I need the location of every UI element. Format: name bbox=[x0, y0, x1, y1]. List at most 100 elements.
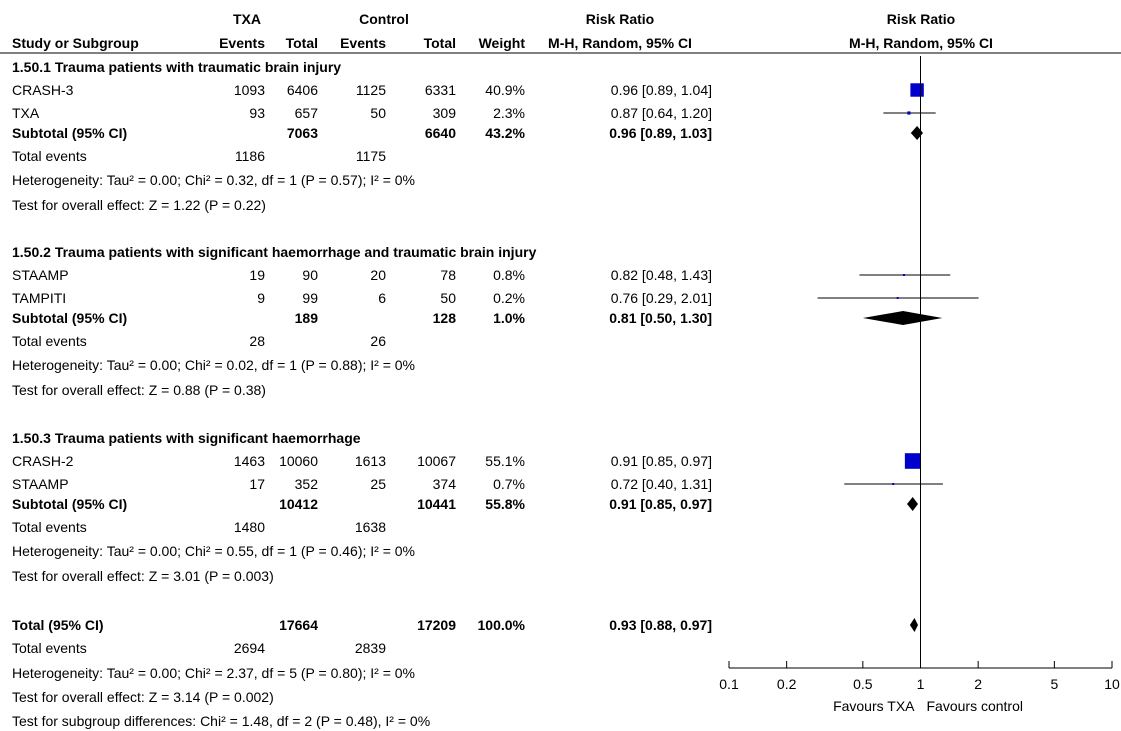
study-weight: 0.7% bbox=[493, 476, 525, 492]
subtotal-txa-total: 189 bbox=[295, 310, 319, 326]
subtotal-diamond bbox=[862, 311, 943, 325]
txa-total: 90 bbox=[302, 267, 318, 283]
overall-heterogeneity: Heterogeneity: Tau² = 0.00; Chi² = 2.37,… bbox=[12, 665, 415, 681]
subtotal-ctrl-total: 10441 bbox=[417, 496, 456, 512]
total-diamond bbox=[909, 618, 918, 632]
x-tick-label: 10 bbox=[1104, 676, 1120, 692]
study-ci: 0.87 [0.64, 1.20] bbox=[611, 105, 712, 121]
ctrl-events: 50 bbox=[370, 105, 386, 121]
ctrl-total: 50 bbox=[440, 290, 456, 306]
study-ci: 0.76 [0.29, 2.01] bbox=[611, 290, 712, 306]
overall-events-txa: 2694 bbox=[234, 640, 265, 656]
x-tick-label: 0.5 bbox=[853, 676, 873, 692]
favours-right-label: Favours control bbox=[927, 698, 1023, 714]
header-txa-events: Events bbox=[219, 35, 265, 51]
overall-effect-text: Test for overall effect: Z = 0.88 (P = 0… bbox=[12, 382, 266, 398]
x-tick-label: 2 bbox=[974, 676, 982, 692]
subtotal-diamond bbox=[910, 126, 923, 140]
txa-events: 9 bbox=[257, 290, 265, 306]
total-events-label: Total events bbox=[12, 333, 87, 349]
study-point bbox=[907, 111, 911, 115]
heterogeneity-text: Heterogeneity: Tau² = 0.00; Chi² = 0.32,… bbox=[12, 172, 415, 188]
table-rows: 1.50.1 Trauma patients with traumatic br… bbox=[12, 59, 712, 729]
study-name: TAMPITI bbox=[12, 290, 66, 306]
overall-effect: Test for overall effect: Z = 3.14 (P = 0… bbox=[12, 689, 274, 705]
subtotal-ci: 0.81 [0.50, 1.30] bbox=[609, 310, 712, 326]
ctrl-events: 20 bbox=[370, 267, 386, 283]
total-events-label: Total events bbox=[12, 519, 87, 535]
subtotal-label: Subtotal (95% CI) bbox=[12, 125, 127, 141]
plot-header-risk-ratio: Risk Ratio bbox=[887, 11, 955, 27]
x-tick-label: 0.2 bbox=[777, 676, 797, 692]
study-name: STAAMP bbox=[12, 267, 69, 283]
subgroup-title: 1.50.3 Trauma patients with significant … bbox=[12, 430, 361, 446]
subtotal-label: Subtotal (95% CI) bbox=[12, 310, 127, 326]
plot-marks: 0.1 0.2 0.5 1 2 5 10 Favours TXA Favours control bbox=[719, 56, 1120, 714]
x-tick-label: 5 bbox=[1050, 676, 1058, 692]
txa-events: 1463 bbox=[234, 453, 265, 469]
ctrl-events: 1613 bbox=[355, 453, 386, 469]
subgroup-title: 1.50.2 Trauma patients with significant … bbox=[12, 244, 537, 260]
txa-total: 657 bbox=[295, 105, 319, 121]
study-point bbox=[896, 297, 899, 299]
header-ctrl-total: Total bbox=[424, 35, 456, 51]
total-ctrl-total: 17209 bbox=[417, 617, 456, 633]
subtotal-txa-total: 7063 bbox=[287, 125, 318, 141]
study-ci: 0.91 [0.85, 0.97] bbox=[611, 453, 712, 469]
total-events-ctrl: 1175 bbox=[356, 148, 386, 164]
total-events-txa: 1480 bbox=[234, 519, 265, 535]
ctrl-total: 309 bbox=[433, 105, 457, 121]
subgroup-title: 1.50.1 Trauma patients with traumatic br… bbox=[12, 59, 341, 75]
heterogeneity-text: Heterogeneity: Tau² = 0.00; Chi² = 0.02,… bbox=[12, 357, 415, 373]
subtotal-weight: 55.8% bbox=[485, 496, 525, 512]
heterogeneity-text: Heterogeneity: Tau² = 0.00; Chi² = 0.55,… bbox=[12, 543, 415, 559]
study-weight: 0.8% bbox=[493, 267, 525, 283]
study-ci: 0.82 [0.48, 1.43] bbox=[611, 267, 712, 283]
txa-total: 6406 bbox=[287, 82, 318, 98]
txa-events: 1093 bbox=[234, 82, 265, 98]
plot-header-ci: M-H, Random, 95% CI bbox=[849, 35, 993, 51]
study-point bbox=[902, 274, 905, 276]
subtotal-ci: 0.91 [0.85, 0.97] bbox=[609, 496, 712, 512]
ctrl-events: 25 bbox=[370, 476, 386, 492]
header-txa-total: Total bbox=[286, 35, 318, 51]
total-events-txa: 1186 bbox=[235, 148, 265, 164]
header-study: Study or Subgroup bbox=[12, 35, 139, 51]
header-txa: TXA bbox=[233, 11, 261, 27]
subtotal-ctrl-total: 128 bbox=[433, 310, 457, 326]
study-point bbox=[892, 483, 895, 485]
subtotal-diamond bbox=[907, 497, 918, 511]
ctrl-total: 374 bbox=[433, 476, 457, 492]
total-ci: 0.93 [0.88, 0.97] bbox=[609, 617, 712, 633]
subtotal-label: Subtotal (95% CI) bbox=[12, 496, 127, 512]
ctrl-events: 1125 bbox=[356, 82, 386, 98]
header-control: Control bbox=[359, 11, 409, 27]
ctrl-total: 78 bbox=[440, 267, 456, 283]
study-weight: 40.9% bbox=[485, 82, 525, 98]
header-risk-ratio: Risk Ratio bbox=[586, 11, 654, 27]
txa-total: 99 bbox=[302, 290, 318, 306]
txa-total: 10060 bbox=[279, 453, 318, 469]
study-ci: 0.72 [0.40, 1.31] bbox=[611, 476, 712, 492]
study-point bbox=[910, 83, 924, 97]
study-name: CRASH-2 bbox=[12, 453, 74, 469]
overall-effect-text: Test for overall effect: Z = 3.01 (P = 0… bbox=[12, 568, 274, 584]
total-events-label: Total events bbox=[12, 148, 87, 164]
total-events-ctrl: 1638 bbox=[355, 519, 386, 535]
ctrl-events: 6 bbox=[378, 290, 386, 306]
favours-left-label: Favours TXA bbox=[833, 698, 915, 714]
study-name: CRASH-3 bbox=[12, 82, 74, 98]
total-label: Total (95% CI) bbox=[12, 617, 104, 633]
ctrl-total: 6331 bbox=[425, 82, 456, 98]
study-ci: 0.96 [0.89, 1.04] bbox=[611, 82, 712, 98]
txa-total: 352 bbox=[295, 476, 319, 492]
study-point bbox=[904, 453, 921, 469]
x-tick-label: 1 bbox=[917, 676, 925, 692]
study-weight: 0.2% bbox=[493, 290, 525, 306]
study-name: STAAMP bbox=[12, 476, 69, 492]
total-events-txa: 28 bbox=[249, 333, 265, 349]
subtotal-txa-total: 10412 bbox=[279, 496, 318, 512]
subtotal-ci: 0.96 [0.89, 1.03] bbox=[609, 125, 712, 141]
overall-effect-text: Test for overall effect: Z = 1.22 (P = 0… bbox=[12, 197, 266, 213]
header-weight: Weight bbox=[479, 35, 526, 51]
